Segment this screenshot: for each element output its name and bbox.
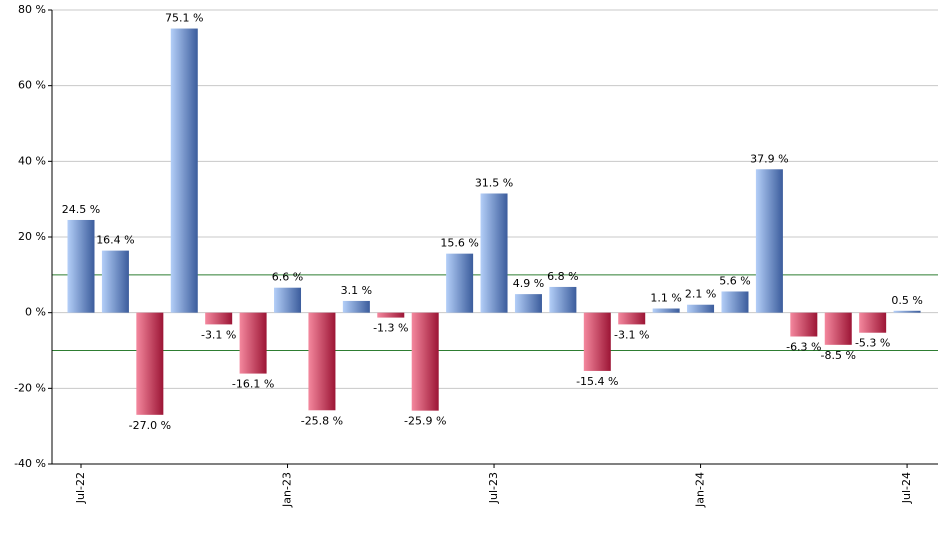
bar	[274, 287, 302, 313]
bar	[687, 304, 715, 313]
data-label: -25.8 %	[301, 414, 343, 427]
data-label: 1.1 %	[650, 292, 681, 305]
x-tick-label: Jul-24	[900, 472, 913, 504]
bar	[205, 312, 233, 325]
bar	[583, 312, 611, 371]
y-tick-label: -20 %	[14, 381, 46, 394]
bar	[790, 312, 818, 337]
bar	[893, 310, 921, 313]
data-label: 0.5 %	[891, 294, 922, 307]
y-tick-label: 20 %	[18, 230, 46, 243]
data-label: -3.1 %	[201, 328, 236, 341]
data-label: -6.3 %	[786, 341, 821, 354]
data-label: -25.9 %	[404, 415, 446, 428]
bar	[377, 312, 405, 318]
y-tick-label: 60 %	[18, 79, 46, 92]
y-tick-label: -40 %	[14, 457, 46, 470]
bar	[67, 219, 95, 313]
bar	[239, 312, 267, 374]
bar	[859, 312, 887, 333]
data-label: 75.1 %	[165, 12, 203, 25]
data-label: -27.0 %	[129, 419, 171, 432]
data-label: 24.5 %	[62, 203, 100, 216]
data-label: -1.3 %	[373, 322, 408, 335]
data-label: 3.1 %	[341, 284, 372, 297]
data-label: -3.1 %	[614, 328, 649, 341]
data-label: 6.8 %	[547, 270, 578, 283]
data-label: 4.9 %	[513, 277, 544, 290]
bar	[342, 300, 370, 313]
data-label: -5.3 %	[855, 337, 890, 350]
bar	[411, 312, 439, 411]
data-label: 31.5 %	[475, 176, 513, 189]
y-tick-label: 40 %	[18, 154, 46, 167]
x-tick-label: Jul-22	[74, 472, 87, 504]
bar	[549, 286, 577, 313]
bar	[514, 294, 542, 313]
bar	[446, 253, 474, 313]
data-label: 16.4 %	[96, 234, 134, 247]
bar	[170, 28, 198, 313]
data-label: 5.6 %	[719, 274, 750, 287]
data-label: 37.9 %	[750, 152, 788, 165]
bar	[136, 312, 164, 415]
y-tick-label: 80 %	[18, 3, 46, 16]
data-label: -8.5 %	[821, 349, 856, 362]
x-tick-label: Jul-23	[487, 472, 500, 504]
bar	[721, 291, 749, 313]
bar	[101, 250, 129, 313]
bar	[618, 312, 646, 325]
data-label: 2.1 %	[685, 288, 716, 301]
data-label: 15.6 %	[440, 237, 478, 250]
bar	[480, 193, 508, 313]
bar	[755, 169, 783, 313]
bar	[308, 312, 336, 411]
y-tick-label: 0 %	[25, 306, 46, 319]
bar	[824, 312, 852, 345]
bar	[652, 308, 680, 313]
data-label: -16.1 %	[232, 378, 274, 391]
data-label: 6.6 %	[272, 271, 303, 284]
x-tick-label: Jan-23	[281, 472, 294, 508]
x-tick-label: Jan-24	[694, 472, 707, 508]
data-label: -15.4 %	[576, 375, 618, 388]
